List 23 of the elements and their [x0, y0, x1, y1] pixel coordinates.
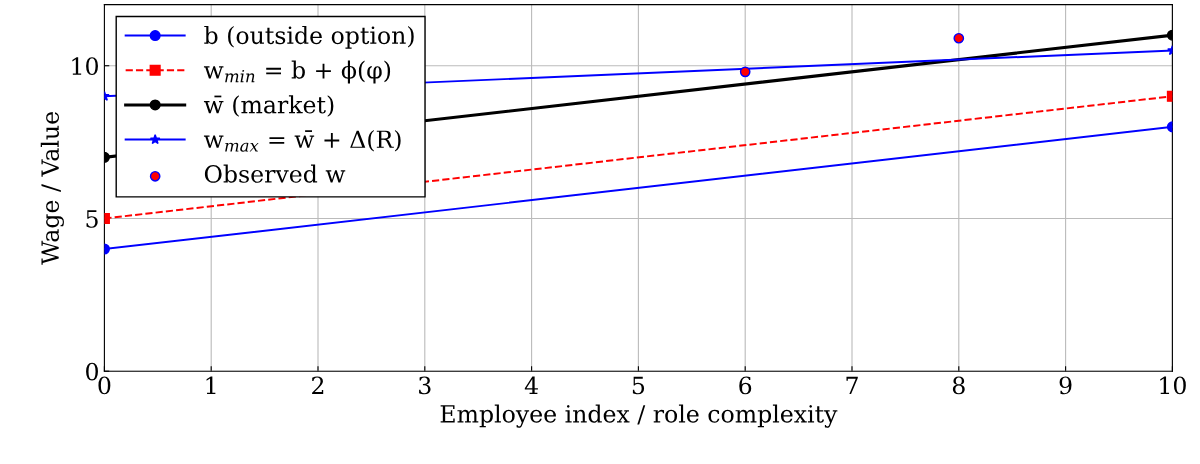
x-axis-title: Employee index / role complexity: [440, 404, 838, 428]
x-tick-label: 5: [632, 376, 645, 395]
x-tick-label: 1: [206, 376, 216, 394]
y-tick-label: 0: [86, 362, 98, 381]
legend-label: w$_{min}$ = b + ϕ(φ): [203, 60, 391, 84]
y-tick-label: 10: [72, 57, 98, 76]
x-tick-label: 7: [846, 376, 858, 394]
point: [739, 66, 751, 78]
x-tick-label: 10: [1160, 376, 1186, 395]
legend-label: w$_{max}$ = w̄ + Δ(R): [203, 129, 401, 152]
x-tick-label: 2: [312, 376, 324, 394]
point: [953, 32, 965, 44]
legend-label: w̄ (market): [203, 95, 334, 117]
x-tick-label: 0: [98, 376, 111, 395]
x-tick-label: 6: [739, 376, 752, 395]
y-tick-label: 5: [86, 210, 98, 228]
legend-label: Observed w: [204, 164, 346, 183]
y-axis-title: Wage / Value: [40, 112, 64, 265]
x-tick-label: 3: [419, 376, 431, 395]
legend-label: b (outside option): [204, 25, 414, 49]
x-tick-label: 4: [524, 376, 538, 394]
x-tick-label: 9: [1059, 376, 1072, 395]
x-tick-label: 8: [952, 376, 965, 395]
